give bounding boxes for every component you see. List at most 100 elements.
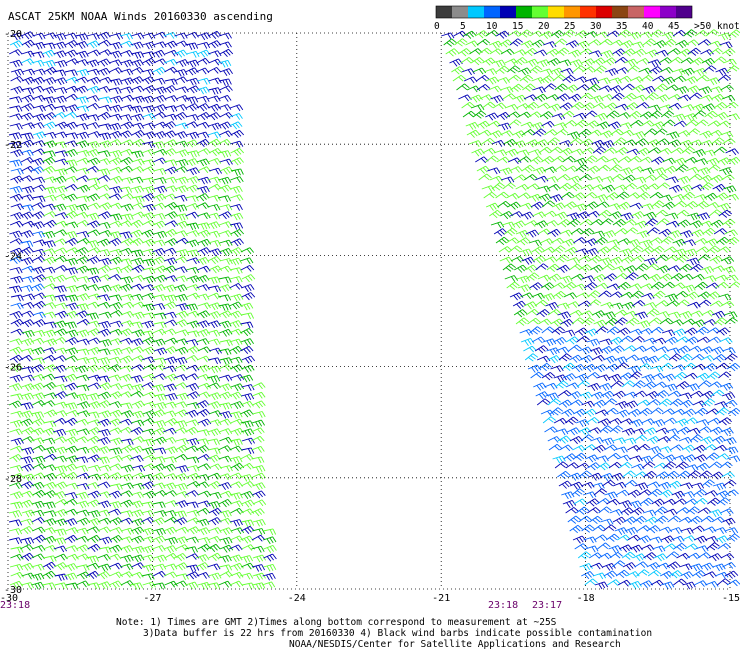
wind-barb [109, 248, 123, 256]
wind-barb [654, 128, 668, 136]
wind-barb [694, 30, 709, 37]
wind-barb [579, 563, 593, 571]
wind-barb [647, 59, 662, 68]
wind-barb [558, 399, 573, 408]
wind-barb [676, 130, 691, 137]
wind-barb [697, 291, 712, 300]
wind-barb [609, 551, 623, 559]
wind-barb [75, 418, 89, 426]
wind-barb [20, 537, 35, 545]
wind-barb [615, 103, 629, 111]
wind-barb [153, 357, 167, 365]
wind-barb [185, 382, 200, 391]
wind-barb [164, 500, 178, 507]
wind-barb [164, 211, 179, 220]
wind-barb [229, 445, 243, 453]
wind-barb [97, 348, 111, 356]
wind-barb [120, 438, 134, 446]
wind-barb [721, 94, 736, 102]
wind-barb [659, 273, 673, 282]
wind-barb [152, 517, 166, 526]
wind-barb [163, 185, 178, 193]
wind-barb [86, 220, 101, 229]
wind-barb [519, 74, 534, 83]
wind-barb [20, 402, 34, 410]
wind-barb [219, 221, 233, 229]
wind-barb [130, 445, 144, 454]
wind-barb [86, 40, 100, 49]
wind-barb [53, 455, 67, 463]
wind-barb [456, 83, 470, 91]
wind-barb [495, 236, 510, 246]
wind-barb [9, 230, 23, 239]
wind-barb [195, 562, 210, 571]
wind-barb [601, 184, 616, 193]
legend-label: 40 [642, 21, 654, 32]
wind-barb [629, 202, 644, 210]
wind-barb [687, 301, 701, 309]
wind-barb [251, 427, 265, 435]
wind-barb [53, 355, 67, 362]
wind-barb [623, 182, 638, 190]
wind-barb [97, 249, 111, 257]
wind-barb [595, 201, 610, 209]
y-tick-label: -24 [4, 251, 22, 262]
wind-barb [687, 128, 701, 136]
wind-barb [42, 49, 56, 58]
wind-barb [629, 544, 643, 553]
wind-barb [668, 353, 682, 362]
wind-barb [563, 453, 577, 462]
wind-barb [75, 500, 90, 509]
wind-barb [708, 209, 723, 217]
wind-barb [142, 373, 156, 381]
wind-barb [109, 294, 123, 302]
wind-barb [196, 429, 210, 437]
wind-barb [76, 293, 90, 301]
wind-barb [219, 112, 234, 119]
wind-barb [681, 191, 695, 200]
wind-barb [10, 501, 24, 509]
wind-barb [595, 155, 609, 163]
wind-barb [699, 220, 714, 228]
wind-barb [20, 481, 35, 490]
wind-barb [643, 427, 658, 436]
wind-barb [219, 166, 234, 175]
wind-barb [164, 139, 178, 148]
wind-barb [174, 420, 188, 428]
wind-barb [709, 174, 724, 183]
wind-barb [471, 104, 485, 111]
wind-barb [87, 445, 101, 454]
wind-barb [141, 481, 155, 490]
wind-barb [609, 336, 624, 346]
wind-barb [618, 500, 633, 508]
wind-barb [491, 182, 505, 191]
wind-barb [251, 456, 265, 464]
wind-barb [87, 131, 101, 138]
wind-barb [635, 263, 649, 272]
wind-barb [174, 500, 189, 508]
wind-barb [495, 65, 510, 74]
legend-label: 35 [616, 21, 627, 32]
wind-barb [558, 59, 572, 67]
wind-barb [637, 191, 651, 201]
wind-barb [714, 274, 729, 282]
wind-barb [562, 362, 576, 372]
wind-barb [555, 380, 569, 389]
wind-barb [574, 30, 589, 39]
wind-barb [610, 302, 624, 310]
wind-barb [724, 353, 738, 362]
wind-barb [174, 473, 188, 481]
wind-barb [525, 101, 539, 111]
wind-barb [445, 48, 459, 57]
wind-barb [207, 112, 221, 121]
wind-barb [597, 418, 612, 427]
wind-barb [703, 275, 717, 283]
wind-barb [640, 74, 654, 82]
wind-barb [241, 562, 255, 570]
wind-barb [614, 446, 628, 454]
wind-barb [700, 355, 715, 362]
wind-barb [131, 436, 145, 443]
wind-barb [639, 111, 654, 120]
wind-barb [75, 131, 90, 140]
wind-barb [42, 570, 57, 580]
